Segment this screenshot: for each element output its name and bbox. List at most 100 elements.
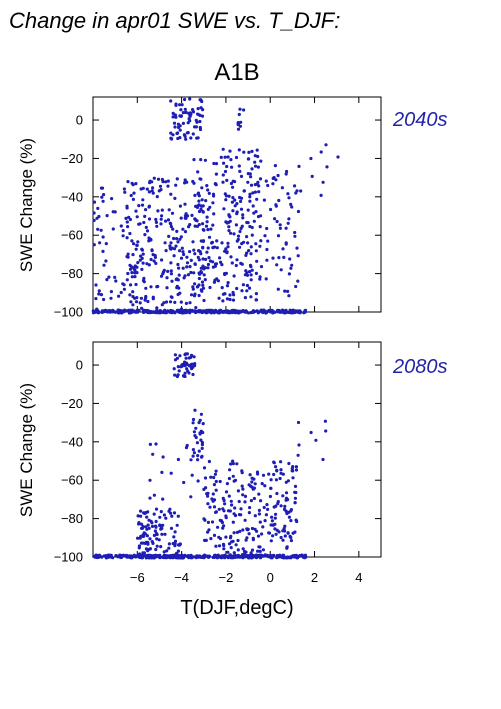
data-point xyxy=(201,210,205,214)
data-point xyxy=(221,147,225,151)
data-point xyxy=(189,136,193,140)
y-tick-label: −20 xyxy=(61,396,83,411)
data-point xyxy=(97,292,101,296)
data-point xyxy=(223,169,228,174)
data-point xyxy=(169,224,173,229)
data-point xyxy=(212,483,216,487)
data-point xyxy=(155,224,159,228)
data-point xyxy=(166,218,171,222)
data-point xyxy=(146,523,150,527)
data-point xyxy=(144,225,148,229)
data-point xyxy=(185,362,189,366)
data-point xyxy=(284,172,288,176)
data-point xyxy=(230,261,234,265)
data-point xyxy=(255,259,259,263)
data-point xyxy=(177,273,181,277)
data-point xyxy=(253,164,258,168)
data-point xyxy=(139,187,143,191)
data-point xyxy=(205,220,209,224)
data-point xyxy=(186,131,190,135)
data-point xyxy=(131,303,135,307)
data-point xyxy=(171,115,175,119)
data-point xyxy=(193,252,197,256)
period-label-2040s: 2040s xyxy=(392,109,448,131)
data-point xyxy=(277,198,281,203)
data-point xyxy=(247,286,252,290)
data-point xyxy=(210,520,215,524)
data-point xyxy=(134,182,138,186)
data-point xyxy=(229,534,233,539)
data-point xyxy=(134,247,138,251)
data-point xyxy=(194,426,198,430)
data-point xyxy=(94,283,98,287)
data-point xyxy=(172,511,177,515)
data-point xyxy=(157,189,161,193)
axes-2040s: 0 −20 −40 −60 −80 −100 xyxy=(54,96,382,320)
data-point xyxy=(99,228,103,232)
data-point xyxy=(201,430,205,435)
data-point xyxy=(233,198,237,202)
data-point xyxy=(254,242,258,246)
data-point xyxy=(291,308,295,312)
data-point xyxy=(206,188,210,192)
data-point xyxy=(319,150,323,154)
data-point xyxy=(154,217,158,222)
data-point xyxy=(263,553,267,557)
data-point xyxy=(140,203,145,207)
data-point xyxy=(194,204,198,208)
data-point xyxy=(121,229,125,233)
data-point xyxy=(128,231,132,236)
data-point xyxy=(185,367,189,371)
data-point xyxy=(181,266,185,270)
data-point xyxy=(231,185,235,189)
data-point xyxy=(286,221,290,225)
data-point xyxy=(100,186,105,190)
y-axis-label: SWE Change (%) xyxy=(17,383,36,517)
data-point xyxy=(169,295,173,299)
data-point xyxy=(132,242,136,246)
data-point xyxy=(141,534,145,539)
data-point xyxy=(212,245,217,249)
data-point xyxy=(113,275,117,279)
data-point xyxy=(186,555,190,559)
data-point xyxy=(291,465,295,469)
data-point xyxy=(325,165,329,169)
data-point xyxy=(199,252,203,256)
data-point xyxy=(111,210,115,214)
data-point xyxy=(92,243,96,247)
data-point xyxy=(241,553,245,557)
data-point xyxy=(177,266,181,270)
data-point xyxy=(271,534,275,538)
data-point xyxy=(249,273,253,277)
data-point xyxy=(266,507,270,511)
data-point xyxy=(217,544,222,548)
data-point xyxy=(222,547,226,551)
data-point xyxy=(254,553,258,557)
data-point xyxy=(243,309,247,313)
data-point xyxy=(281,538,285,542)
data-point xyxy=(119,311,124,315)
data-point xyxy=(241,213,245,217)
data-point xyxy=(160,177,164,182)
data-point xyxy=(263,519,267,523)
data-point xyxy=(231,462,235,466)
data-point xyxy=(293,234,297,238)
data-point xyxy=(173,196,177,200)
data-point xyxy=(269,554,273,558)
data-point xyxy=(245,235,249,239)
data-point xyxy=(217,535,221,539)
data-point xyxy=(144,286,148,290)
data-point xyxy=(165,549,169,553)
data-point xyxy=(231,520,235,524)
data-point xyxy=(228,553,232,557)
data-point xyxy=(206,246,210,250)
data-point xyxy=(258,177,263,181)
data-point xyxy=(319,193,323,197)
data-point xyxy=(279,471,283,475)
data-point xyxy=(161,272,165,276)
data-point xyxy=(296,254,300,258)
data-point xyxy=(134,282,138,287)
data-point xyxy=(258,225,262,229)
data-point xyxy=(236,234,241,238)
data-point xyxy=(134,209,138,213)
